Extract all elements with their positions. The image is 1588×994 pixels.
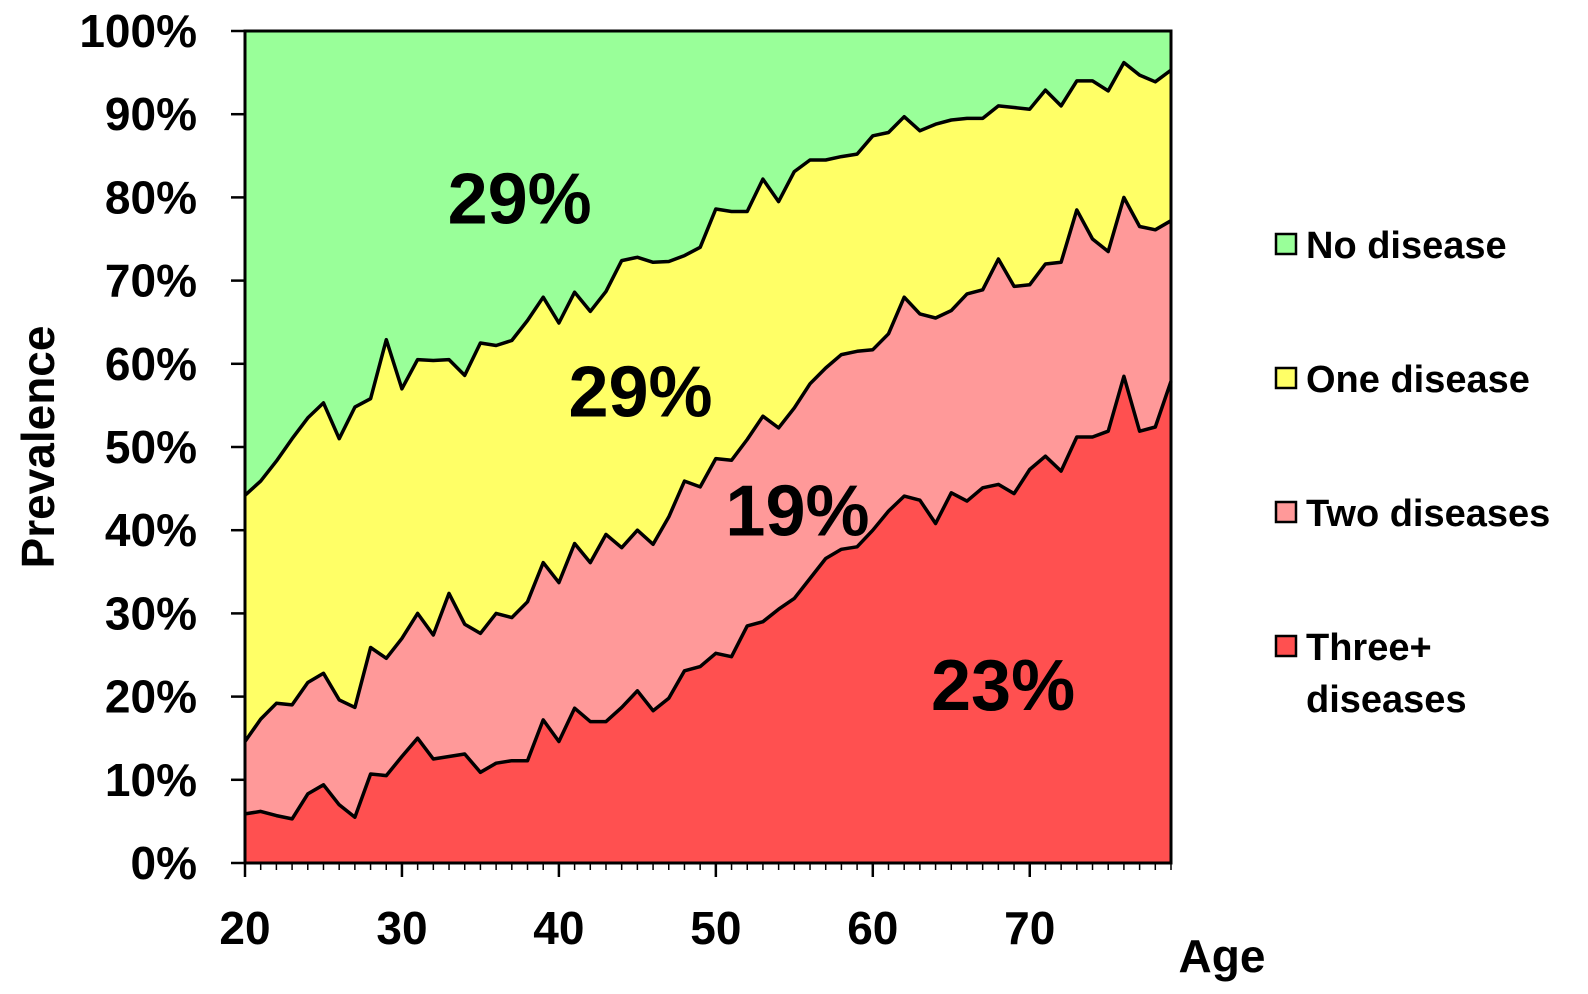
- series-boundary-line: [244, 374, 1173, 821]
- legend-label: diseases: [1306, 679, 1467, 721]
- legend-swatch: [1274, 232, 1298, 256]
- y-tick-label: 40%: [105, 504, 197, 556]
- y-axis-title: Prevalence: [12, 326, 64, 569]
- area-series-group: [243, 31, 1173, 863]
- x-tick-label: 60: [847, 902, 898, 954]
- area-series-3: [245, 62, 1171, 742]
- y-tick-label: 100%: [79, 5, 197, 57]
- legend: No disease One disease Two diseases Three+ d…: [1274, 225, 1550, 721]
- series-boundary-line: [243, 60, 1173, 497]
- legend-label: Three+: [1306, 627, 1432, 669]
- y-tick-label: 0%: [131, 837, 197, 889]
- region-percent-label: 29%: [448, 159, 592, 239]
- y-tick-label: 60%: [105, 338, 197, 390]
- y-tick-label: 10%: [105, 754, 197, 806]
- legend-swatch: [1274, 500, 1298, 524]
- legend-swatch: [1274, 366, 1298, 390]
- legend-label: No disease: [1306, 225, 1507, 267]
- y-tick-label: 20%: [105, 671, 197, 723]
- x-tick-label: 30: [376, 902, 427, 954]
- region-labels: 29%29%19%23%: [448, 159, 1076, 726]
- legend-label: Two diseases: [1306, 493, 1550, 535]
- legend-label: One disease: [1306, 359, 1530, 401]
- area-series-2: [245, 197, 1171, 819]
- x-axis-title: Age: [1179, 930, 1266, 982]
- x-tick-label: 70: [1004, 902, 1055, 954]
- region-percent-label: 29%: [568, 352, 712, 432]
- y-tick-label: 80%: [105, 171, 197, 223]
- x-tick-label: 20: [219, 902, 270, 954]
- region-percent-label: 19%: [725, 471, 869, 551]
- y-tick-label: 50%: [105, 421, 197, 473]
- x-tick-label: 50: [690, 902, 741, 954]
- y-tick-label: 30%: [105, 587, 197, 639]
- x-tick-label: 40: [533, 902, 584, 954]
- y-axis: 0% 10% 20% 30% 40% 50% 60% 70% 80% 90% 100%: [79, 5, 245, 889]
- legend-swatch: [1274, 634, 1298, 658]
- series-boundary-line: [243, 195, 1172, 743]
- region-percent-label: 23%: [931, 646, 1075, 726]
- y-tick-label: 90%: [105, 88, 197, 140]
- area-series-1: [245, 376, 1171, 863]
- y-tick-label: 70%: [105, 255, 197, 307]
- x-axis: 20 30 40 50 60 70: [219, 863, 1172, 954]
- area-series-4: [245, 31, 1171, 496]
